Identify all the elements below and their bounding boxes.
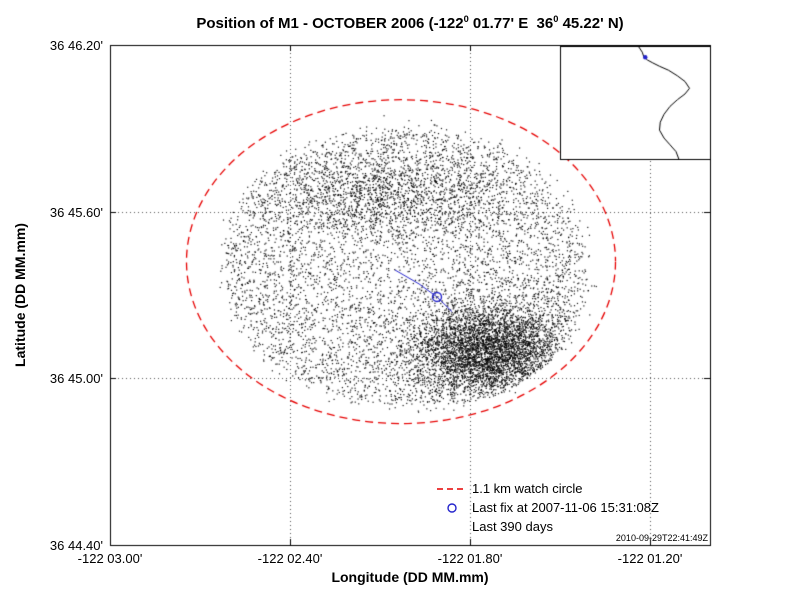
last-fix-circle-icon: [436, 502, 468, 514]
x-tick-label-2: -122 01.80': [437, 551, 503, 566]
y-axis-label: Latitude (DD MM.mm): [12, 223, 28, 367]
legend-label-last-days: Last 390 days: [472, 519, 553, 534]
plot-title-text: Position of M1 - OCTOBER 2006 (-122: [196, 15, 464, 32]
legend-item-watch-circle: 1.1 km watch circle: [436, 479, 659, 498]
degree-superscript: 0: [463, 14, 469, 24]
legend-item-last-fix: Last fix at 2007-11-06 15:31:08Z: [436, 498, 659, 517]
plot-title-text: 01.77' E 36: [468, 15, 554, 32]
legend-label-last-fix: Last fix at 2007-11-06 15:31:08Z: [472, 500, 659, 515]
x-axis-label: Longitude (DD MM.mm): [331, 569, 489, 585]
x-tick-label-0: -122 03.00': [77, 551, 143, 566]
x-tick-label-3: -122 01.20': [617, 551, 683, 566]
plot-title: Position of M1 - OCTOBER 2006 (-1220 01.…: [110, 14, 710, 32]
legend-item-last-days: Last 390 days: [436, 517, 659, 536]
x-tick-label-1: -122 02.40': [257, 551, 323, 566]
y-tick-label-1: 36 45.00': [49, 371, 103, 386]
y-tick-label-2: 36 45.60': [49, 205, 103, 220]
watch-circle-dash-icon: [436, 486, 468, 492]
y-tick-label-3: 36 46.20': [49, 38, 103, 53]
blue-circle-icon: [447, 502, 457, 513]
degree-superscript: 0: [553, 14, 559, 24]
y-tick-label-0: 36 44.40': [49, 538, 103, 553]
generation-timestamp: 2010-09-29T22:41:49Z: [615, 533, 708, 543]
legend: 1.1 km watch circle Last fix at 2007-11-…: [436, 479, 659, 536]
plot-title-text: 45.22' N): [558, 15, 624, 32]
legend-label-watch-circle: 1.1 km watch circle: [472, 481, 583, 496]
